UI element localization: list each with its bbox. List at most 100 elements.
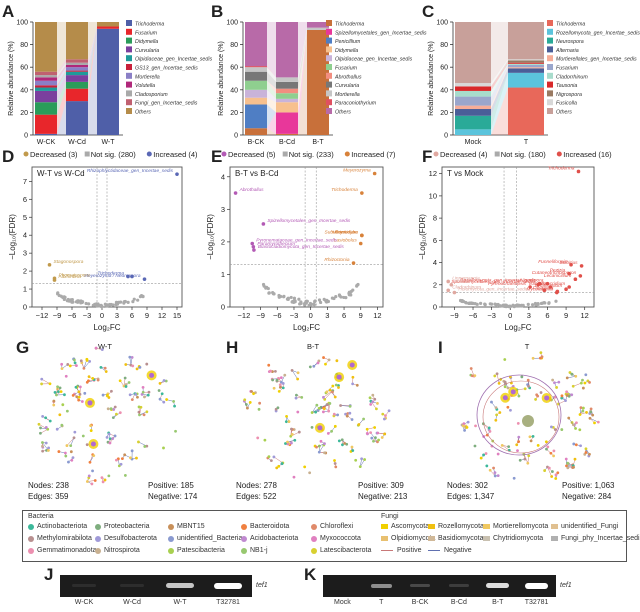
x-tick-label: 3 (527, 311, 531, 320)
bar-segment (276, 133, 298, 135)
y-axis-label: −Log₁₀(FDR) (206, 214, 215, 260)
network-node (71, 456, 75, 460)
x-tick-label: 0 (100, 311, 104, 320)
legend-label: Curvularia (335, 83, 359, 89)
network-node (517, 394, 521, 398)
point-notsig (292, 296, 297, 300)
network-node (494, 418, 498, 422)
point-label: Minimedusa (332, 229, 358, 235)
comparison-title: W-T vs W-Cd (37, 169, 85, 178)
network-node (115, 412, 118, 416)
network-node (123, 376, 127, 380)
volcano-legend: Decreased (5) Not sig. (233) Increased (7) (221, 150, 396, 159)
network-node (165, 398, 169, 401)
network-g-nodes: Nodes: 238 (28, 481, 69, 490)
point-notsig (61, 295, 65, 300)
flow-connector (491, 72, 508, 135)
network-node (331, 390, 334, 394)
network-node (554, 473, 558, 477)
network-node (535, 393, 539, 397)
legend-label: Olpidiaceae_gen_Incertae_sedis (335, 57, 413, 63)
network-node (544, 440, 548, 444)
legend-label: Bacteroidota (250, 523, 290, 530)
flow-connector (57, 22, 66, 72)
network-node (128, 355, 132, 359)
legend-label: NB1-j (250, 547, 268, 554)
network-node (473, 374, 477, 378)
network-node (334, 465, 338, 469)
point-notsig (70, 300, 74, 304)
y-tick-label: 100 (226, 20, 238, 27)
network-node (380, 436, 384, 439)
network-node (281, 386, 285, 390)
bar-segment (455, 86, 491, 91)
point-increased (528, 285, 532, 289)
x-tick-label: 12 (373, 311, 381, 320)
point-notsig (80, 300, 84, 305)
legend-dot-icon (241, 523, 247, 530)
point-label: Linnemannia (452, 275, 480, 281)
network-node (274, 369, 277, 373)
network-node (323, 451, 326, 455)
point-increased (126, 274, 130, 279)
network-node (578, 413, 582, 416)
legend-swatch (326, 72, 332, 79)
network-node (351, 375, 355, 379)
network-node (552, 449, 556, 453)
network-node (373, 397, 377, 401)
network-node (143, 445, 147, 448)
legend-decreased: Decreased (4) (440, 150, 488, 159)
legend-negative: Negative (428, 547, 472, 554)
network-node (285, 414, 288, 418)
network-node (341, 443, 344, 447)
network-node (41, 414, 45, 418)
legend-dot-icon (95, 547, 101, 554)
network-edge (496, 373, 500, 384)
point-notsig (543, 301, 547, 305)
bar-segment (35, 114, 57, 134)
network-node (322, 356, 325, 359)
x-tick-label: −12 (36, 311, 49, 320)
y-tick-label: 2 (433, 280, 437, 289)
legend-label: Curvularia (135, 48, 159, 54)
network-node (248, 401, 252, 404)
legend-label: Actinobacteriota (37, 523, 88, 530)
bar-segment (245, 71, 267, 81)
volcano-legend: Decreased (3) Not sig. (280) Increased (4) (23, 150, 198, 159)
network-node (37, 422, 41, 426)
flow-connector (491, 60, 508, 87)
legend-swatch (326, 46, 332, 53)
network-node (118, 379, 122, 383)
y-tick-label: 8 (433, 214, 437, 223)
network-node (277, 389, 281, 393)
x-tick-label: W-CK (37, 139, 56, 145)
network-node (82, 366, 86, 370)
point-notsig (111, 303, 115, 307)
legend-dot-icon (311, 547, 317, 554)
point-increased (538, 281, 542, 286)
network-node (325, 403, 329, 406)
network-i-stats-left: Nodes: 302 Edges: 1,347 (447, 480, 494, 502)
gel-band (409, 584, 431, 587)
network-node (469, 367, 473, 370)
legend-swatch (126, 46, 132, 53)
legend-bacteria-desulfobacterota: Desulfobacterota (95, 535, 157, 542)
network-h-stats-left: Nodes: 278 Edges: 522 (236, 480, 277, 502)
bar-segment (307, 27, 329, 30)
x-axis-label: Log₂FC (293, 323, 320, 332)
gel-band (524, 582, 549, 589)
network-node (57, 450, 61, 453)
network-edge (83, 361, 90, 369)
flow-connector (267, 104, 276, 129)
flow-connector (57, 101, 66, 135)
network-node (146, 393, 150, 397)
network-node (550, 470, 554, 473)
bar-segment (66, 101, 88, 135)
legend-label: Spizellomycetales_gen_Incertae_sedis (335, 30, 427, 36)
network-node (589, 410, 593, 414)
network-node (325, 390, 329, 394)
network-h-edges: Edges: 522 (236, 492, 277, 501)
network-node (357, 423, 361, 426)
point-label: Rhizoctonia (324, 257, 349, 263)
point-notsig (547, 301, 551, 305)
